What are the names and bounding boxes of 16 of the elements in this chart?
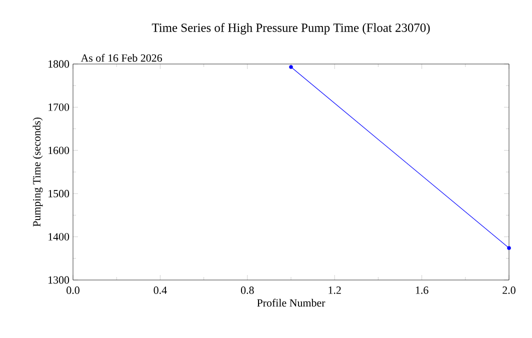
x-axis-title: Profile Number bbox=[257, 298, 326, 307]
y-tick-label: 1700 bbox=[48, 104, 70, 111]
y-tick-label: 1600 bbox=[48, 146, 70, 154]
y-tick-label: 1800 bbox=[48, 60, 70, 68]
y-axis-title: Pumping Time (seconds) bbox=[32, 118, 43, 227]
x-tick-label: 1.6 bbox=[416, 286, 428, 294]
x-tick-label: 2.0 bbox=[502, 286, 516, 294]
y-tick-label: 1300 bbox=[48, 276, 70, 284]
x-tick-label: 0.4 bbox=[154, 286, 167, 294]
x-tick-label: 1.2 bbox=[328, 286, 341, 294]
chart-title: Time Series of High Pressure Pump Time (Float 23070) bbox=[152, 23, 430, 35]
y-tick-label: 1500 bbox=[48, 190, 70, 198]
x-tick-label: 0.0 bbox=[66, 286, 80, 294]
chart-subtitle: As of 16 Feb 2026 bbox=[80, 54, 162, 62]
y-tick-label: 1400 bbox=[48, 233, 70, 240]
x-tick-label: 0.8 bbox=[240, 286, 254, 294]
